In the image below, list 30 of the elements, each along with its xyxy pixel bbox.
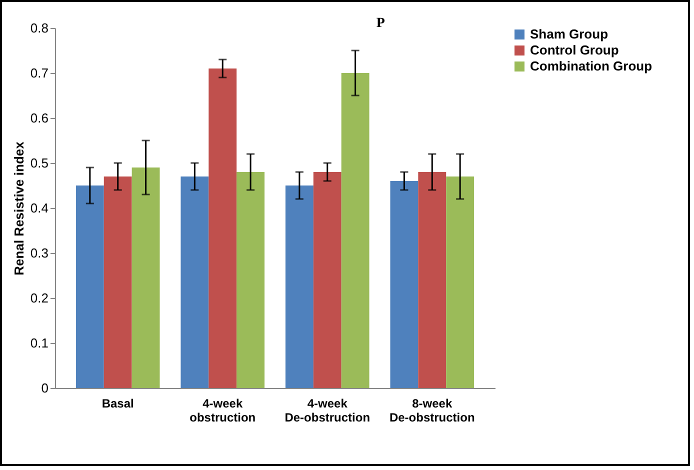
y-tick-label: 0.5 (30, 156, 48, 170)
legend-label: Control Group (530, 42, 619, 58)
bar (390, 181, 418, 388)
x-tick-label: 8-week De-obstruction (389, 396, 475, 424)
x-tick-label: 4-week De-obstruction (284, 396, 370, 424)
bar (236, 172, 265, 388)
y-tick-label: 0.1 (30, 336, 48, 350)
bar (446, 176, 474, 388)
bar (341, 73, 370, 388)
y-tick-label: 0.7 (30, 66, 48, 80)
bar (76, 186, 104, 388)
annotation: P (376, 16, 386, 31)
bar (418, 172, 446, 388)
y-axis-title: Renal Resistive index (11, 140, 26, 276)
bar (104, 176, 132, 388)
x-tick-label: 4-week obstruction (190, 396, 256, 424)
y-tick-label: 0.6 (30, 110, 48, 126)
y-tick-label: 0 (41, 380, 48, 396)
legend-label: Sham Group (530, 26, 608, 42)
bar (285, 186, 314, 388)
bar (208, 68, 237, 388)
bar (132, 168, 160, 388)
y-tick-label: 0.2 (30, 290, 48, 306)
x-tick-label: Basal (102, 396, 134, 410)
bar (180, 176, 209, 388)
bar (313, 172, 342, 388)
legend-label: Combination Group (530, 58, 652, 74)
y-tick-label: 0.8 (30, 20, 48, 36)
y-tick-label: 0.4 (30, 200, 48, 216)
y-tick-label: 0.3 (30, 246, 48, 260)
